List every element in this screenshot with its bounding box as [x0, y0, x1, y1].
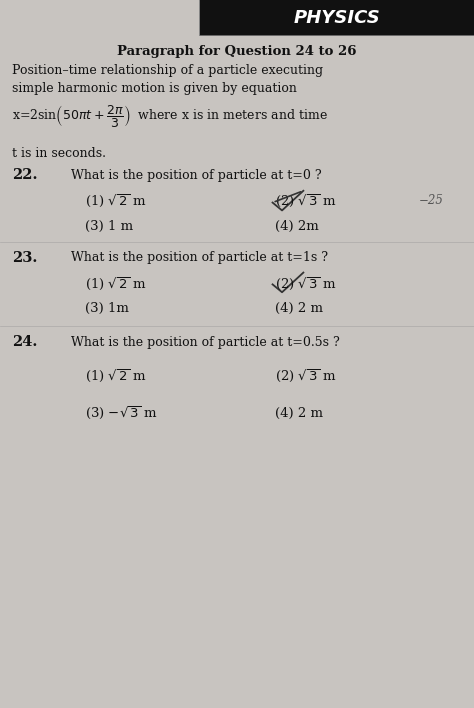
- Text: What is the position of particle at t=1s ?: What is the position of particle at t=1s…: [71, 251, 328, 264]
- Text: 24.: 24.: [12, 335, 37, 349]
- Text: 22.: 22.: [12, 168, 37, 182]
- Text: −25: −25: [419, 194, 444, 207]
- FancyBboxPatch shape: [199, 0, 474, 35]
- Text: (2) $\sqrt{3}$ m: (2) $\sqrt{3}$ m: [275, 192, 337, 209]
- Text: (4) 2m: (4) 2m: [275, 219, 319, 233]
- Text: t is in seconds.: t is in seconds.: [12, 147, 106, 160]
- Text: (1) $\sqrt{2}$ m: (1) $\sqrt{2}$ m: [85, 275, 147, 292]
- Text: (4) 2 m: (4) 2 m: [275, 406, 323, 420]
- Text: What is the position of particle at t=0 ?: What is the position of particle at t=0 …: [71, 169, 322, 181]
- Text: x=2sin$\left(50\pi t+\dfrac{2\pi}{3}\right)$  where x is in meters and time: x=2sin$\left(50\pi t+\dfrac{2\pi}{3}\rig…: [12, 103, 328, 129]
- Text: simple harmonic motion is given by equation: simple harmonic motion is given by equat…: [12, 82, 297, 95]
- Text: PHYSICS: PHYSICS: [293, 8, 380, 27]
- Text: (2) $\sqrt{3}$ m: (2) $\sqrt{3}$ m: [275, 275, 337, 292]
- Text: Position–time relationship of a particle executing: Position–time relationship of a particle…: [12, 64, 323, 77]
- Text: 23.: 23.: [12, 251, 37, 265]
- Text: Paragraph for Question 24 to 26: Paragraph for Question 24 to 26: [117, 45, 357, 57]
- Text: (3) $-\sqrt{3}$ m: (3) $-\sqrt{3}$ m: [85, 404, 158, 421]
- Text: (2) $\sqrt{3}$ m: (2) $\sqrt{3}$ m: [275, 367, 337, 384]
- Text: (3) 1 m: (3) 1 m: [85, 219, 134, 233]
- Text: (3) 1m: (3) 1m: [85, 302, 129, 315]
- Text: (1) $\sqrt{2}$ m: (1) $\sqrt{2}$ m: [85, 192, 147, 209]
- Text: (4) 2 m: (4) 2 m: [275, 302, 323, 315]
- Text: (1) $\sqrt{2}$ m: (1) $\sqrt{2}$ m: [85, 367, 147, 384]
- Text: What is the position of particle at t=0.5s ?: What is the position of particle at t=0.…: [71, 336, 340, 349]
